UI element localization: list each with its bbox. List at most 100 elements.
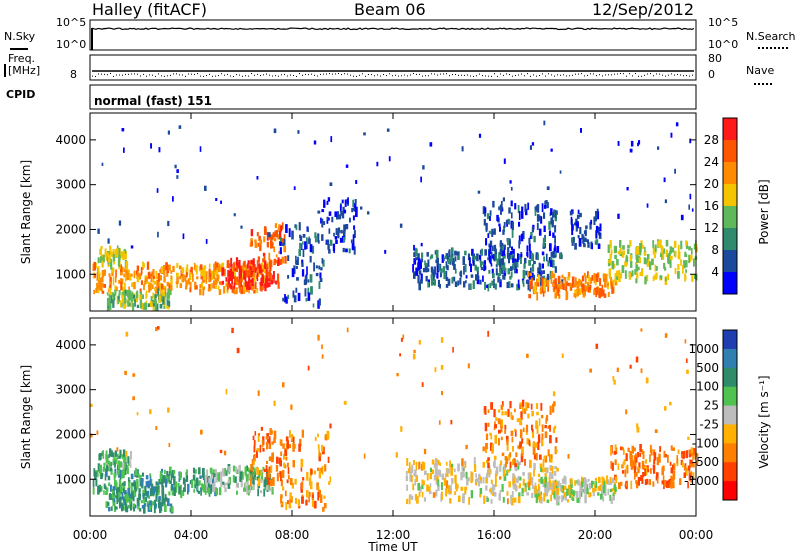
nave-dot — [617, 73, 618, 75]
data-cell — [219, 449, 223, 454]
data-cell — [176, 263, 179, 268]
data-cell — [674, 168, 676, 174]
data-cell — [508, 207, 511, 214]
data-cell — [340, 211, 343, 216]
data-cell — [557, 495, 560, 503]
colorbar-swatch — [723, 162, 737, 185]
data-cell — [302, 234, 306, 238]
data-cell — [124, 461, 127, 471]
data-cell — [152, 292, 155, 299]
data-cell — [186, 264, 189, 273]
data-cell — [411, 464, 414, 474]
data-cell — [100, 475, 103, 480]
nave-dot — [569, 75, 570, 77]
data-cell — [233, 262, 235, 272]
data-cell — [685, 240, 688, 246]
power-y-axis-title: Slant Range [km] — [19, 160, 33, 264]
data-cell — [648, 479, 652, 486]
data-cell — [633, 447, 636, 452]
data-cell — [112, 253, 115, 262]
data-cell — [286, 479, 289, 484]
data-cell — [555, 437, 558, 443]
data-cell — [684, 339, 687, 344]
data-cell — [308, 496, 310, 503]
data-cell — [617, 213, 620, 219]
data-cell — [413, 271, 416, 279]
data-cell — [547, 485, 550, 491]
data-cell — [654, 429, 658, 433]
data-cell — [257, 390, 260, 396]
data-cell — [543, 212, 546, 219]
data-cell — [122, 482, 124, 487]
data-cell — [454, 268, 457, 274]
nave-dot — [596, 75, 597, 77]
data-cell — [595, 481, 598, 489]
data-cell — [485, 238, 488, 246]
data-cell — [470, 490, 474, 499]
data-cell — [352, 199, 354, 208]
data-cell — [572, 236, 575, 243]
data-cell — [656, 456, 660, 466]
data-cell — [252, 270, 255, 275]
data-cell — [579, 279, 582, 286]
data-cell — [533, 462, 536, 470]
data-cell — [691, 451, 694, 455]
data-cell — [662, 248, 666, 254]
data-cell — [165, 476, 167, 481]
data-cell — [224, 468, 227, 475]
data-cell — [537, 267, 540, 274]
data-cell — [515, 259, 518, 269]
data-cell — [487, 462, 490, 469]
data-cell — [564, 476, 567, 485]
data-cell — [189, 272, 192, 281]
nave-dot — [614, 73, 615, 75]
data-cell — [448, 259, 451, 265]
nave-dot — [539, 75, 540, 76]
data-cell — [546, 481, 550, 487]
data-cell — [531, 410, 534, 417]
nave-dot — [293, 75, 294, 76]
data-cell — [295, 497, 298, 504]
data-cell — [123, 291, 125, 296]
data-cell — [413, 244, 415, 251]
data-cell — [638, 140, 641, 145]
data-cell — [556, 467, 559, 472]
data-cell — [105, 487, 109, 492]
data-cell — [519, 476, 522, 481]
data-cell — [307, 279, 310, 283]
data-cell — [418, 281, 421, 291]
data-cell — [295, 287, 298, 293]
data-cell — [235, 466, 238, 473]
data-cell — [543, 275, 546, 281]
nave-dot — [458, 74, 459, 76]
data-cell — [644, 246, 646, 252]
data-cell — [636, 272, 639, 279]
data-cell — [605, 273, 608, 282]
data-cell — [429, 483, 432, 487]
data-cell — [442, 266, 446, 273]
data-cell — [106, 298, 110, 304]
data-cell — [321, 218, 324, 228]
data-cell — [287, 500, 289, 505]
data-cell — [152, 486, 156, 495]
data-cell — [610, 277, 613, 284]
data-cell — [555, 449, 558, 453]
data-cell — [117, 296, 120, 302]
data-cell — [208, 277, 211, 283]
data-cell — [586, 282, 590, 287]
data-cell — [649, 454, 651, 463]
data-cell — [501, 246, 505, 251]
noise-panel — [89, 19, 697, 51]
data-cell — [479, 488, 483, 495]
data-cell — [301, 496, 304, 504]
data-cell — [533, 260, 536, 265]
data-cell — [134, 504, 137, 509]
data-cell — [166, 470, 169, 478]
data-cell — [173, 475, 176, 483]
data-cell — [669, 401, 672, 406]
data-cell — [572, 490, 575, 497]
data-cell — [208, 263, 211, 268]
data-cell — [488, 269, 491, 274]
data-cell — [259, 490, 263, 494]
data-cell — [443, 477, 447, 486]
